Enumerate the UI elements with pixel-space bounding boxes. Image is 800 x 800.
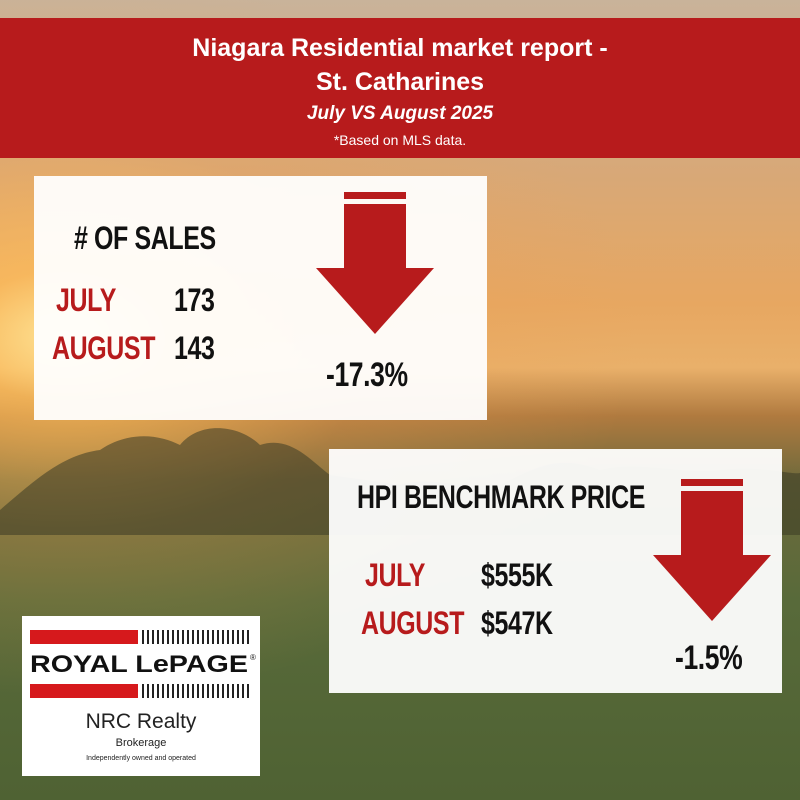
sales-july-label: JULY [56, 282, 116, 318]
svg-text:®: ® [250, 653, 256, 662]
company-type: Brokerage [115, 737, 167, 749]
hpi-august-label: AUGUST [361, 605, 465, 641]
hpi-july-label: JULY [365, 557, 425, 593]
sales-card-title: # OF SALES [74, 220, 216, 256]
hpi-change: -1.5% [675, 639, 743, 677]
report-title: Niagara Residential market report - [192, 34, 608, 62]
hpi-card-title: HPI BENCHMARK PRICE [357, 479, 645, 515]
sales-august-value: 143 [174, 330, 215, 366]
hpi-august-value: $547K [481, 605, 553, 641]
sales-card: # OF SALES JULY 173 AUGUST 143 -17.3% [34, 176, 487, 420]
company-tagline: Independently owned and operated [86, 755, 196, 762]
report-location: St. Catharines [315, 68, 485, 96]
report-period: July VS August 2025 [306, 103, 494, 124]
data-source-note: *Based on MLS data. [333, 132, 467, 148]
sales-change: -17.3% [326, 356, 408, 394]
svg-text:ROYAL LePAGE: ROYAL LePAGE [30, 651, 248, 678]
hpi-july-value: $555K [481, 557, 553, 593]
hpi-down-arrow-icon [653, 479, 771, 621]
hpi-card: HPI BENCHMARK PRICE JULY $555K AUGUST $5… [329, 449, 782, 693]
report-header: Niagara Residential market report - St. … [0, 18, 800, 158]
royal-lepage-logo: ROYAL LePAGE ® NRC Realty Brokerage Inde… [22, 616, 260, 776]
sales-august-label: AUGUST [52, 330, 156, 366]
sales-down-arrow-icon [316, 192, 434, 334]
sales-july-value: 173 [174, 282, 215, 318]
royal-lepage-logo-mark: ROYAL LePAGE ® [30, 630, 256, 698]
company-name: NRC Realty [85, 710, 197, 733]
